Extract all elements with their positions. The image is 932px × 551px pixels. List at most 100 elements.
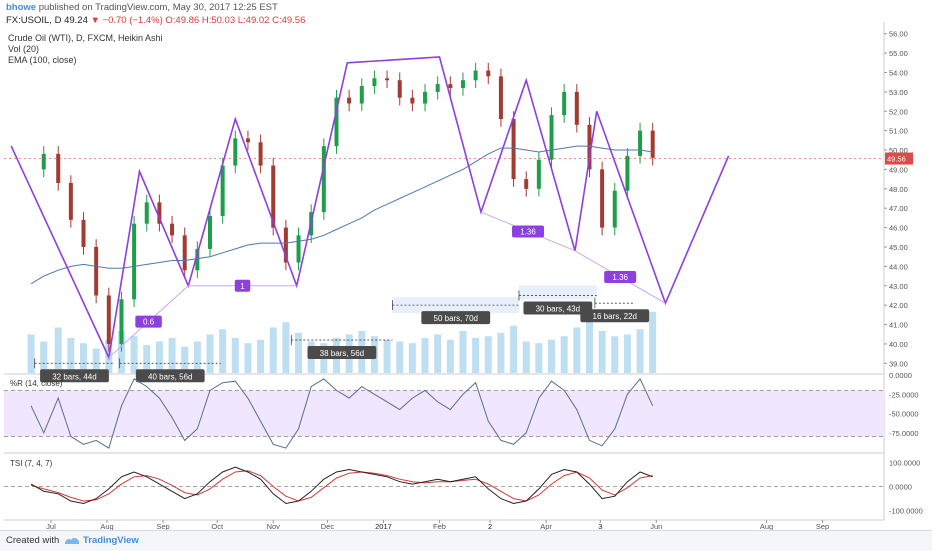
created-with-label: Created with xyxy=(6,535,60,546)
price-tick-label: 40.00 xyxy=(889,340,908,349)
candle-body xyxy=(562,91,567,116)
wr-band xyxy=(4,390,884,437)
range-shade xyxy=(518,285,597,300)
candle-body xyxy=(536,159,541,189)
volume-bar xyxy=(143,345,151,373)
volume-bar xyxy=(421,338,429,373)
time-tick-label: Aug xyxy=(760,522,773,530)
volume-bar xyxy=(522,341,530,373)
wr-tick-label: 0.0000 xyxy=(889,371,912,380)
volume-bar xyxy=(396,341,404,373)
range-label: 32 bars, 44d xyxy=(52,372,96,381)
candle-body xyxy=(600,169,605,228)
price-tick-label: 46.00 xyxy=(889,224,908,233)
tsi-signal-line xyxy=(30,470,653,502)
price-tick-label: 41.00 xyxy=(889,321,908,330)
candle-body xyxy=(220,165,225,216)
candle-body xyxy=(498,76,503,120)
legend-volume[interactable]: Vol (20) xyxy=(8,44,40,54)
tradingview-logo-icon xyxy=(65,537,79,544)
volume-bar xyxy=(446,339,454,373)
candle-body xyxy=(68,182,73,220)
candle-body xyxy=(549,115,554,160)
candle-body xyxy=(574,91,579,125)
footer-bar: Created with TradingView xyxy=(0,530,932,551)
candle-body xyxy=(385,78,390,81)
price-tick-label: 54.00 xyxy=(889,68,908,77)
ratio-label: 1 xyxy=(240,282,245,291)
range-label-box xyxy=(421,311,491,325)
volume-bar xyxy=(383,339,391,373)
volume-bar xyxy=(472,338,480,373)
wr-tick-label: -75.0000 xyxy=(889,429,919,438)
candle-body xyxy=(625,155,630,191)
time-tick-label: 2017 xyxy=(375,522,392,530)
price-tick-label: 42.00 xyxy=(889,301,908,310)
range-label-box xyxy=(523,301,593,315)
indicator-legend: Crude Oil (WTI), D, FXCM, Heikin Ashi Vo… xyxy=(8,33,163,66)
symbol-label: FX:USOIL, D xyxy=(6,15,62,26)
ratio-label-box xyxy=(604,271,637,284)
price-tick-label: 43.00 xyxy=(889,282,908,291)
legend-ema[interactable]: EMA (100, close) xyxy=(8,55,77,65)
wr-title: %R (14, close) xyxy=(10,379,63,388)
volume-bar xyxy=(649,311,657,373)
author-link[interactable]: bhowe xyxy=(6,2,37,13)
tradingview-brand[interactable]: TradingView xyxy=(83,535,139,546)
candle-body xyxy=(410,97,415,104)
volume-bar xyxy=(484,336,492,373)
volume-bar xyxy=(269,327,277,373)
ohlc-values: O:49.86 H:50.03 L:49.02 C:49.56 xyxy=(165,15,306,26)
price-tick-label: 52.00 xyxy=(889,107,908,116)
tsi-line xyxy=(30,466,653,505)
candle-body xyxy=(195,248,200,271)
wr-tick-label: -50.0000 xyxy=(889,410,919,419)
time-tick-label: Jun xyxy=(650,522,662,530)
candle-body xyxy=(283,227,288,263)
candle-body xyxy=(359,86,364,104)
volume-bar xyxy=(168,338,176,373)
candle-body xyxy=(587,124,592,170)
price-tick-label: 55.00 xyxy=(889,49,908,58)
price-tick-label: 51.00 xyxy=(889,127,908,136)
ratio-label: 0.6 xyxy=(143,318,155,327)
candle-body xyxy=(132,223,137,300)
price-tick-label: 44.00 xyxy=(889,262,908,271)
range-label-box xyxy=(40,369,109,383)
legend-title[interactable]: Crude Oil (WTI), D, FXCM, Heikin Ashi xyxy=(8,33,163,43)
time-tick-label: Apr xyxy=(540,522,552,530)
tsi-tick-label: 0.0000 xyxy=(889,483,912,492)
candle-body xyxy=(157,202,162,224)
time-tick-label: Sep xyxy=(156,522,169,530)
range-label: 30 bars, 43d xyxy=(536,304,580,313)
volume-bar xyxy=(295,332,303,373)
price-chart[interactable]: 56.00 55.00 54.00 53.00 52.00 51.00 50.00 49.00… xyxy=(0,0,932,530)
time-tick-label: Dec xyxy=(321,522,335,530)
volume-bar xyxy=(40,341,48,373)
candle-body xyxy=(638,130,643,156)
price-tick-label: 48.00 xyxy=(889,185,908,194)
time-tick-label: 2 xyxy=(488,522,492,530)
ema-line xyxy=(30,145,653,285)
candle-body xyxy=(271,165,276,228)
tsi-tick-label: -100.0000 xyxy=(889,507,923,516)
volume-bar xyxy=(155,341,163,373)
price-tick-label: 49.00 xyxy=(889,165,908,174)
volume-bar xyxy=(206,334,214,373)
range-label-box xyxy=(580,309,650,323)
candle-body xyxy=(486,70,491,77)
volume-bar xyxy=(585,320,593,373)
volume-bar xyxy=(181,346,189,373)
pattern-line xyxy=(10,56,730,361)
volume-bar xyxy=(27,334,35,373)
volume-bar xyxy=(497,332,505,373)
candle-body xyxy=(511,119,516,180)
time-tick-label: Jul xyxy=(46,522,56,530)
volume-bar xyxy=(80,343,88,373)
candle-body xyxy=(56,153,61,183)
volume-bar xyxy=(408,343,416,373)
candle-body xyxy=(372,78,377,87)
volume-bar xyxy=(434,334,442,373)
price-tick-label: 39.00 xyxy=(889,359,908,368)
volume-bar xyxy=(548,339,556,373)
